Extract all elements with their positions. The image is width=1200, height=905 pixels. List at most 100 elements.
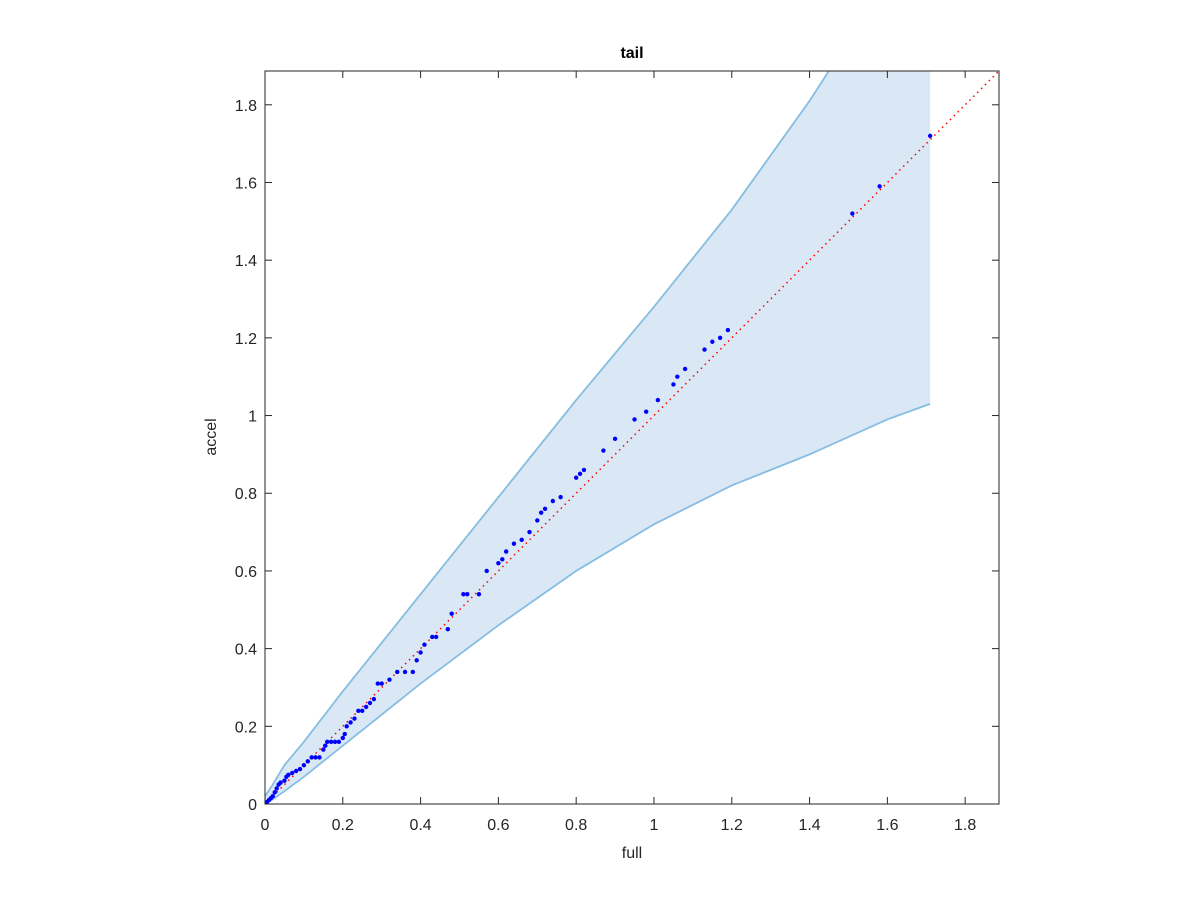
data-point [717,335,723,341]
data-point [301,762,307,768]
data-point [527,529,532,535]
reference-line [265,71,999,804]
y-tick-label: 1 [248,409,257,426]
data-point [581,467,587,473]
y-tick-label: 1.8 [235,98,257,115]
band-upper-edge [265,71,830,797]
y-tick-label: 0.2 [235,719,257,736]
data-point [422,642,427,647]
x-tick-label: 0.2 [332,817,354,834]
x-tick-label: 1.2 [721,817,743,834]
data-point [356,708,361,713]
data-point [332,739,338,745]
data-point [336,739,342,745]
data-point [309,755,314,760]
data-point [682,366,688,372]
plot-area [265,71,999,804]
data-point [538,510,544,515]
data-point [282,778,287,783]
data-point [503,549,509,554]
data-point [352,716,357,721]
data-point [317,755,322,760]
x-tick-label: 0.6 [487,817,509,834]
y-tick-label: 1.4 [235,253,257,270]
data-point [577,471,583,477]
data-point [290,770,295,776]
y-tick-label: 0.6 [235,564,257,581]
data-point [321,747,326,752]
data-point [542,506,548,511]
data-point [278,780,283,785]
data-point [360,708,365,713]
y-tick-label: 1.2 [235,331,257,348]
data-point [710,339,715,344]
data-point [297,766,303,772]
data-point [342,731,347,737]
data-point [550,498,556,504]
data-point [375,681,381,686]
data-point [323,743,328,748]
data-point [675,374,680,379]
data-point [274,786,279,791]
data-point [305,759,310,764]
data-point [519,537,524,543]
data-point [877,184,882,189]
data-point [449,611,454,616]
y-tick-label: 0.4 [235,642,257,659]
data-point [601,448,606,453]
axes: 0 0.2 0.4 0.6 0.8 1 1.2 1.4 1.6 1.8 0 0.2 0.4 0.6 0.8 1… [235,70,1000,834]
data-point [348,720,353,725]
y-tick-label: 0.8 [235,486,257,503]
data-point [725,327,731,333]
data-point [313,755,318,760]
data-point [850,211,855,216]
x-axis-label: full [622,845,642,862]
data-point [344,724,349,729]
axes-box [264,70,1000,805]
data-point [340,735,345,741]
x-tick-label: 0 [261,817,270,834]
data-point [612,436,618,442]
data-point [363,704,369,710]
y-tick-label: 0 [248,797,257,814]
data-point [573,475,579,480]
x-tick-label: 0.8 [565,817,587,834]
data-point [270,794,275,799]
data-point [927,133,933,139]
data-point [465,592,470,597]
data-point [461,592,466,597]
data-point [511,541,517,546]
x-tick-label: 1.8 [954,817,976,834]
data-point [445,626,451,632]
data-point [643,409,649,414]
confidence-band [265,71,931,804]
data-point [632,417,637,422]
x-tick-label: 1.4 [798,817,820,834]
band-lower-edge [265,403,931,804]
data-point [414,658,419,663]
data-point [500,557,505,562]
data-point [286,772,291,778]
data-point [496,560,501,566]
y-axis-label: accel [203,418,220,455]
data-point [418,650,423,655]
data-point [387,677,392,682]
data-point [410,669,416,675]
data-point [476,592,482,597]
chart-title: tail [620,45,643,62]
data-point [272,790,277,795]
data-point [484,568,489,574]
data-point [430,634,435,640]
data-point [328,739,334,745]
data-point [558,494,563,500]
data-point [671,382,676,387]
x-tick-label: 1.6 [876,817,898,834]
x-tick-label: 1 [650,817,659,834]
data-point [371,696,377,702]
data-point [395,669,400,675]
data-point [325,739,330,745]
data-point [402,669,408,675]
x-tick-label: 0.4 [409,817,431,834]
data-point [433,634,439,640]
